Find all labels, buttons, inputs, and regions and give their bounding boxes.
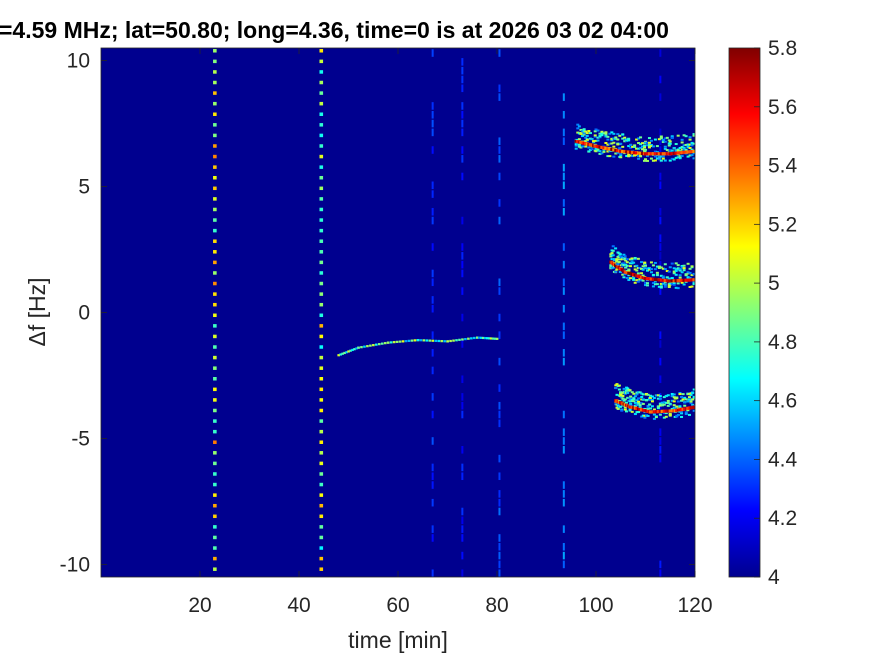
x-tick-label: 20 <box>188 594 211 617</box>
x-axis: 20 40 60 80 100 120 <box>188 48 713 617</box>
x-tick-label: 120 <box>677 594 712 617</box>
colorbar-tick-label: 4.6 <box>768 390 797 413</box>
heatmap-background <box>101 48 695 577</box>
colorbar-ticks: 4 4.2 4.4 4.6 4.8 5 5.2 5.4 5.6 5.8 <box>754 37 798 589</box>
y-tick-label: 5 <box>78 176 90 199</box>
pulse-line <box>213 49 217 571</box>
colorbar-tick-label: 4 <box>768 566 780 589</box>
x-tick-label: 80 <box>485 594 508 617</box>
y-tick-label: 10 <box>67 50 90 73</box>
pulse-line <box>319 49 324 571</box>
colorbar-tick-label: 4.8 <box>768 331 797 354</box>
doppler-arc-upper <box>574 123 695 162</box>
colorbar-tick-label: 5.2 <box>768 213 797 236</box>
y-tick-label: -5 <box>71 427 90 450</box>
y-axis: -10 -5 0 5 10 <box>60 50 695 576</box>
drift-trace <box>337 336 499 357</box>
colorbar-tick-label: 4.4 <box>768 448 798 471</box>
faint-vertical-line <box>498 49 501 577</box>
faint-vertical-line <box>562 93 565 569</box>
x-tick-label: 100 <box>578 594 613 617</box>
colorbar-tick-label: 5.6 <box>768 96 797 119</box>
x-tick-label: 40 <box>287 594 310 617</box>
colorbar <box>728 47 761 578</box>
y-axis-label: Δf [Hz] <box>24 277 50 346</box>
colorbar-tick-label: 5 <box>768 272 780 295</box>
y-tick-label: -10 <box>60 553 90 576</box>
colorbar-tick-label: 4.2 <box>768 507 797 530</box>
colorbar-tick-label: 5.8 <box>768 37 797 60</box>
y-tick-label: 0 <box>78 302 90 325</box>
chart-title: =4.59 MHz; lat=50.80; long=4.36, time=0 … <box>0 17 669 43</box>
faint-vertical-line <box>461 58 464 577</box>
doppler-arc-lower <box>614 383 695 420</box>
doppler-arc-middle <box>609 245 695 290</box>
faint-vertical-line <box>431 49 434 577</box>
x-tick-label: 60 <box>386 594 409 617</box>
heatmap-layer <box>213 49 695 577</box>
colorbar-tick-label: 5.4 <box>768 155 798 178</box>
x-axis-label: time [min] <box>348 627 448 653</box>
